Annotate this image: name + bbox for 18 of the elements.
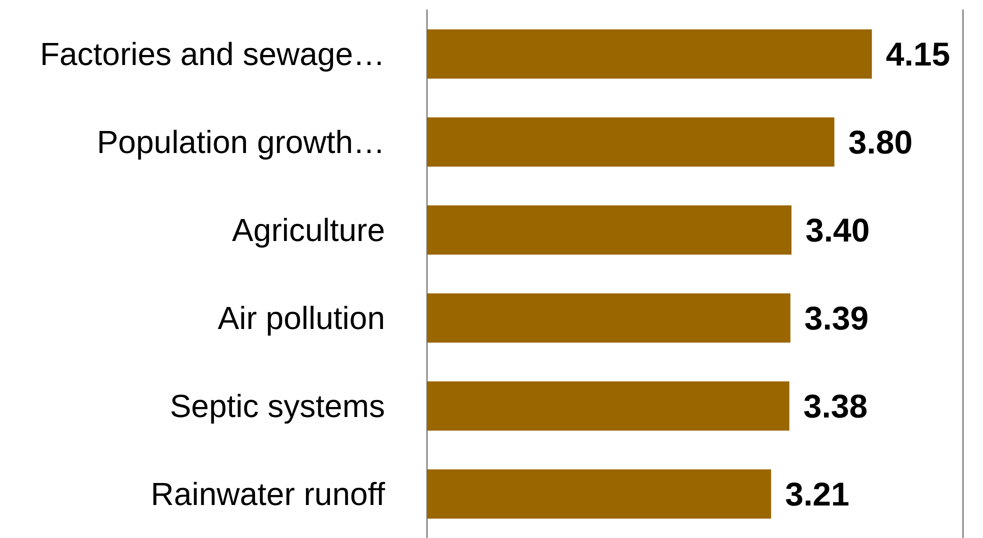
y-tick-label: Population growth…: [96, 124, 385, 160]
data-label: 4.15: [886, 36, 950, 72]
y-tick-label: Septic systems: [170, 388, 385, 424]
bar: [427, 469, 772, 519]
y-tick-label: Air pollution: [218, 300, 385, 336]
y-tick-label: Agriculture: [232, 212, 385, 248]
data-label: 3.39: [804, 300, 869, 336]
bar: [427, 29, 872, 79]
y-tick-label: Rainwater runoff: [150, 476, 386, 512]
data-label: 3.38: [803, 388, 868, 424]
data-label: 3.21: [785, 476, 850, 512]
bar: [427, 205, 792, 255]
bar: [427, 117, 834, 167]
data-label: 3.80: [848, 124, 913, 160]
bar: [427, 293, 790, 343]
data-label: 3.40: [805, 212, 870, 248]
y-tick-label: Factories and sewage…: [40, 36, 385, 72]
bar: [427, 381, 790, 431]
